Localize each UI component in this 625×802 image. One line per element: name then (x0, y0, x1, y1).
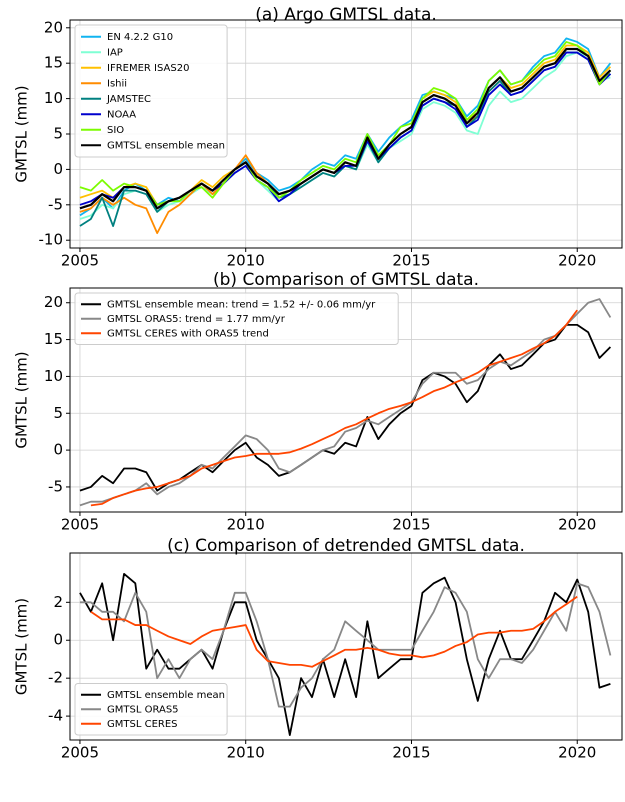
chart-title: (c) Comparison of detrended GMTSL data. (167, 536, 525, 556)
y-tick-label: 0 (53, 631, 63, 649)
legend-label: GMTSL ensemble mean (107, 140, 225, 151)
series-line (79, 298, 612, 507)
legend-label: EN 4.2.2 G10 (107, 32, 173, 43)
legend-label: GMTSL ORAS5 (107, 704, 179, 715)
chart-title: (a) Argo GMTSL data. (255, 5, 437, 25)
x-tick-label: 2010 (227, 252, 265, 270)
x-tick-label: 2015 (392, 744, 430, 762)
x-tick-label: 2010 (227, 516, 265, 534)
y-axis-label: GMTSL (mm) (13, 598, 31, 695)
x-tick-label: 2015 (392, 516, 430, 534)
y-tick-label: -2 (48, 669, 63, 687)
y-tick-label: -10 (39, 231, 64, 249)
plot-frame (69, 287, 623, 513)
x-tick-label: 2015 (392, 252, 430, 270)
legend-box (74, 683, 228, 736)
x-tick-label: 2020 (558, 744, 596, 762)
legend-label: GMTSL CERES (107, 719, 178, 730)
series-line (90, 309, 578, 507)
legend: GMTSL ensemble mean: trend = 1.52 +/- 0.… (74, 292, 399, 345)
y-tick-label: 0 (53, 441, 63, 459)
y-tick-label: -5 (48, 195, 63, 213)
legend-label: JAMSTEC (106, 94, 151, 105)
x-tick-label: 2010 (227, 744, 265, 762)
x-tick-label: 2020 (558, 516, 596, 534)
legend-label: GMTSL ensemble mean: trend = 1.52 +/- 0.… (107, 299, 376, 310)
y-tick-label: 10 (44, 367, 63, 385)
series-line (79, 582, 612, 708)
series-line (79, 47, 612, 210)
y-tick-label: 15 (44, 54, 63, 72)
y-tick-label: 15 (44, 330, 63, 348)
legend-label: Ishii (107, 78, 127, 89)
chart-title: (b) Comparison of GMTSL data. (213, 270, 479, 290)
legend-box (74, 292, 399, 345)
legend: GMTSL ensemble mean GMTSL ORAS5 GMTSL CERE… (74, 683, 228, 736)
plot-frame (69, 19, 623, 249)
y-tick-label: -5 (48, 477, 63, 495)
x-tick-label: 2005 (61, 744, 99, 762)
legend-label: IFREMER ISAS20 (107, 63, 189, 74)
legend: EN 4.2.2 G10 IAP IFREMER ISAS20 Ishii JAMSTE… (74, 24, 228, 158)
x-tick-label: 2005 (61, 252, 99, 270)
series-line (79, 572, 611, 736)
y-tick-label: 20 (44, 18, 63, 36)
y-tick-label: 20 (44, 293, 63, 311)
y-tick-label: 5 (53, 404, 63, 422)
legend-label: GMTSL ORAS5: trend = 1.77 mm/yr (107, 314, 286, 325)
x-tick-label: 2005 (61, 516, 99, 534)
series-line (90, 595, 578, 668)
y-tick-label: -4 (48, 707, 63, 725)
legend-box (74, 24, 228, 158)
y-tick-label: 10 (44, 89, 63, 107)
legend-label: SIO (107, 125, 124, 136)
x-tick-label: 2020 (558, 252, 596, 270)
legend-label: GMTSL CERES with ORAS5 trend (107, 328, 269, 339)
y-axis-label: GMTSL (mm) (13, 85, 31, 182)
legend-label: NOAA (107, 109, 136, 120)
y-tick-label: 5 (53, 125, 63, 143)
legend-label: IAP (107, 47, 123, 58)
plot-frame (69, 552, 623, 741)
y-tick-label: 2 (53, 593, 63, 611)
y-tick-label: 0 (53, 160, 63, 178)
legend-label: GMTSL ensemble mean (107, 690, 225, 701)
y-axis-label: GMTSL (mm) (13, 351, 31, 448)
